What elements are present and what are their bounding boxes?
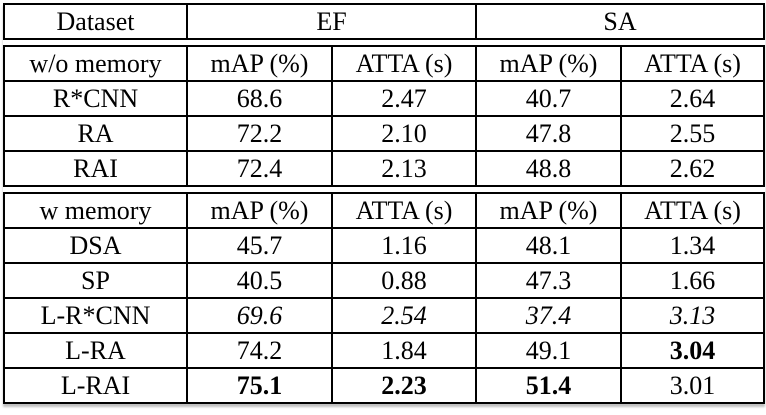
cell-value: 74.2 (186, 332, 333, 369)
cell-value: 75.1 (186, 367, 333, 404)
col-header-atta-ef: ATTA (s) (331, 192, 477, 229)
cell-value: 2.47 (331, 80, 477, 117)
col-header-atta-sa: ATTA (s) (620, 192, 765, 229)
double-rule-gap (4, 39, 764, 46)
table-row-l-rai: L-RAI 75.1 2.23 51.4 3.01 (3, 367, 765, 404)
cell-value: 69.6 (186, 297, 333, 334)
cell-value: 48.8 (475, 150, 622, 187)
col-header-map-sa: mAP (%) (475, 192, 622, 229)
row-label: L-RAI (3, 367, 188, 404)
results-table: Dataset EF SA w/o memory mAP (%) ATTA (s… (3, 3, 765, 404)
col-header-dataset: Dataset (3, 3, 188, 40)
top-header-row: Dataset EF SA (3, 3, 765, 40)
row-label: R*CNN (3, 80, 188, 117)
section-label: w memory (3, 192, 188, 229)
cell-value: 3.13 (620, 297, 765, 334)
cell-value: 47.3 (475, 262, 622, 299)
row-label: L-RA (3, 332, 188, 369)
cell-value: 0.88 (331, 262, 477, 299)
col-header-atta-ef: ATTA (s) (331, 45, 477, 82)
section-label: w/o memory (3, 45, 188, 82)
row-label: SP (3, 262, 188, 299)
cell-value: 2.13 (331, 150, 477, 187)
cell-value: 48.1 (475, 227, 622, 264)
cell-value: 37.4 (475, 297, 622, 334)
row-label: RA (3, 115, 188, 152)
table-row-sp: SP 40.5 0.88 47.3 1.66 (3, 262, 765, 299)
table-row-rai: RAI 72.4 2.13 48.8 2.62 (3, 150, 765, 187)
cell-value: 51.4 (475, 367, 622, 404)
col-header-atta-sa: ATTA (s) (620, 45, 765, 82)
double-rule-gap (4, 186, 764, 193)
row-label: L-R*CNN (3, 297, 188, 334)
group-header-ef: EF (186, 3, 477, 40)
cell-value: 1.66 (620, 262, 765, 299)
table-row-l-ra: L-RA 74.2 1.84 49.1 3.04 (3, 332, 765, 369)
col-header-map-sa: mAP (%) (475, 45, 622, 82)
cell-value: 2.55 (620, 115, 765, 152)
cell-value: 2.62 (620, 150, 765, 187)
cell-value: 3.04 (620, 332, 765, 369)
cell-value: 3.01 (620, 367, 765, 404)
section-header-row-w-memory: w memory mAP (%) ATTA (s) mAP (%) ATTA (… (3, 192, 765, 229)
cell-value: 72.4 (186, 150, 333, 187)
cell-value: 1.84 (331, 332, 477, 369)
table-row-ra: RA 72.2 2.10 47.8 2.55 (3, 115, 765, 152)
cell-value: 72.2 (186, 115, 333, 152)
cell-value: 40.5 (186, 262, 333, 299)
cell-value: 49.1 (475, 332, 622, 369)
group-header-sa: SA (475, 3, 765, 40)
cell-value: 1.34 (620, 227, 765, 264)
cell-value: 2.23 (331, 367, 477, 404)
col-header-map-ef: mAP (%) (186, 192, 333, 229)
cell-value: 45.7 (186, 227, 333, 264)
cell-value: 2.54 (331, 297, 477, 334)
table-row-l-rcnn: L-R*CNN 69.6 2.54 37.4 3.13 (3, 297, 765, 334)
table-row-dsa: DSA 45.7 1.16 48.1 1.34 (3, 227, 765, 264)
cell-value: 47.8 (475, 115, 622, 152)
table-row-rcnn: R*CNN 68.6 2.47 40.7 2.64 (3, 80, 765, 117)
row-label: DSA (3, 227, 188, 264)
section-header-row-wo-memory: w/o memory mAP (%) ATTA (s) mAP (%) ATTA… (3, 45, 765, 82)
cell-value: 40.7 (475, 80, 622, 117)
col-header-map-ef: mAP (%) (186, 45, 333, 82)
cell-value: 2.10 (331, 115, 477, 152)
cell-value: 68.6 (186, 80, 333, 117)
cell-value: 1.16 (331, 227, 477, 264)
cell-value: 2.64 (620, 80, 765, 117)
row-label: RAI (3, 150, 188, 187)
